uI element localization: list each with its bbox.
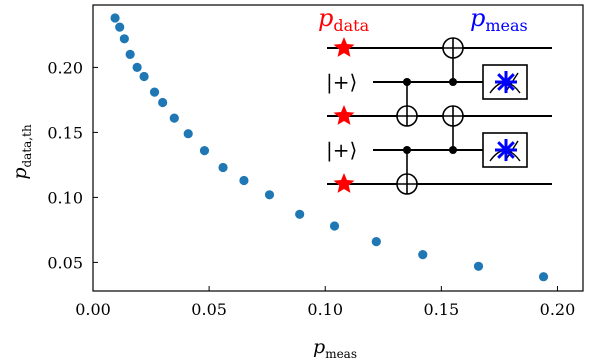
star-icon — [495, 139, 517, 161]
star-icon — [333, 37, 355, 57]
data-point — [329, 221, 340, 231]
y-tick-label: 0.15 — [47, 123, 83, 142]
data-point — [149, 87, 160, 97]
control-dot-icon — [449, 146, 457, 154]
data-point — [371, 237, 381, 247]
data-point — [538, 272, 549, 282]
control-dot-icon — [403, 78, 411, 86]
ket-plus-1: |+⟩ — [326, 70, 357, 95]
x-tick-label: 0.15 — [424, 300, 460, 319]
y-tick-label: 0.10 — [47, 188, 83, 207]
points-layer — [110, 13, 549, 282]
data-point — [119, 34, 129, 44]
data-point — [115, 22, 125, 32]
x-tick-label: 0.20 — [540, 300, 576, 319]
plot-frame — [92, 4, 584, 292]
inset-label-pdata: pdata — [318, 4, 370, 35]
data-point — [199, 146, 210, 156]
cnot-target-icon — [442, 105, 464, 127]
data-point — [139, 71, 149, 82]
ticks-layer: 0.00 0.05 0.10 0.15 0.20 0.05 0.10 0.15 0.20 — [47, 58, 575, 319]
cnot-target-icon — [396, 105, 418, 127]
cnot-target-icon — [442, 37, 464, 59]
data-point — [218, 162, 228, 173]
data-point — [239, 175, 249, 186]
y-tick-label: 0.05 — [47, 253, 83, 272]
stars-layer — [333, 37, 517, 193]
y-tick-label: 0.20 — [47, 58, 83, 77]
control-dot-icon — [449, 78, 457, 86]
inset-label-pmeas: pmeas — [470, 4, 528, 35]
ket-plus-2: |+⟩ — [326, 138, 357, 163]
data-point — [295, 209, 305, 219]
data-point — [473, 261, 484, 271]
star-icon — [333, 173, 355, 193]
cnot-target-icon — [396, 173, 418, 195]
x-axis-label: pmeas — [313, 336, 357, 360]
y-axis-label: pdata,th — [9, 124, 34, 180]
x-tick-label: 0.00 — [75, 300, 111, 319]
x-tick-label: 0.05 — [191, 300, 227, 319]
data-point — [264, 190, 275, 200]
data-point — [158, 97, 168, 108]
control-dot-icon — [403, 146, 411, 154]
data-point — [110, 13, 120, 23]
x-tick-label: 0.10 — [307, 300, 343, 319]
circuit-inset: pdata pmeas |+⟩ |+⟩ — [318, 4, 552, 195]
data-point — [169, 113, 179, 123]
data-point — [125, 49, 135, 60]
data-point — [418, 250, 428, 260]
star-icon — [333, 105, 355, 125]
data-point — [132, 62, 142, 72]
data-point — [183, 129, 193, 139]
star-icon — [495, 71, 517, 93]
